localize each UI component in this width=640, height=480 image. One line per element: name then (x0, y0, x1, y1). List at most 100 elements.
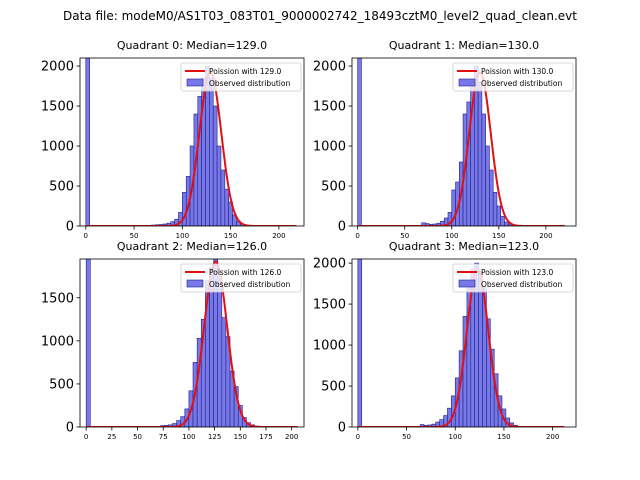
legend-box (452, 263, 574, 293)
histogram-bar (221, 317, 227, 427)
y-tick-label: 2000 (313, 60, 346, 75)
y-tick-label: 500 (321, 180, 346, 195)
quadrant-panel-2: Quadrant 2: Median=126.0 0 25 50 75 100 125 150… (41, 240, 305, 441)
x-tick-label: 150 (234, 433, 247, 441)
histogram-bar (85, 58, 90, 226)
x-tick-label: 200 (546, 433, 559, 441)
axes-frame (351, 57, 577, 227)
x-tick-label: 100 (445, 232, 458, 240)
y-tick-label: 1500 (41, 291, 74, 306)
y-tick-label: 1000 (313, 339, 346, 354)
x-tick-label: 0 (356, 433, 360, 441)
legend-label-curve: Poission with 126.0 (209, 268, 282, 277)
histogram-bar (492, 192, 498, 226)
legend-label-bars: Observed distribution (209, 280, 290, 289)
x-tick-label: 200 (272, 232, 285, 240)
y-tick-label: 0 (338, 421, 346, 436)
y-tick-label: 500 (321, 380, 346, 395)
plot-area (357, 58, 565, 226)
x-tick-label: 25 (107, 433, 116, 441)
legend-bar-swatch (458, 78, 476, 87)
y-tick-label: 1000 (41, 140, 74, 155)
legend-bar-swatch (458, 279, 476, 288)
x-tick-label: 200 (285, 433, 298, 441)
x-tick-label: 50 (133, 433, 142, 441)
y-tick-label: 2000 (41, 60, 74, 75)
quadrant-panel-1: Quadrant 1: Median=130.00 50 100 150 2000500… (313, 39, 577, 240)
y-tick-label: 1500 (41, 100, 74, 115)
y-tick-label: 2000 (313, 257, 346, 272)
legend-label-curve: Poission with 129.0 (209, 67, 282, 76)
y-tick-label: 500 (49, 377, 74, 392)
legend-label-bars: Observed distribution (209, 79, 290, 88)
x-tick-label: 50 (400, 232, 409, 240)
y-tick-label: 1000 (313, 140, 346, 155)
histogram-bar (357, 58, 362, 226)
histogram-bar (85, 259, 91, 427)
quadrant-panel-0: Quadrant 0: Median=129.00 50 100 150 2000500… (41, 39, 305, 240)
panel-title: Quadrant 3: Median=123.0 (389, 240, 539, 253)
x-tick-label: 50 (402, 433, 411, 441)
histogram-bar (481, 113, 486, 226)
legend-label-curve: Poission with 123.0 (481, 268, 554, 277)
x-tick-label: 150 (224, 232, 237, 240)
y-tick-label: 1500 (313, 100, 346, 115)
legend: Poission with 126.0 Observed distribution (180, 263, 302, 293)
plot-area (357, 259, 565, 427)
histogram-bar (212, 105, 218, 226)
histogram-bar (477, 81, 483, 226)
poisson-curve-line (85, 71, 297, 226)
histogram-bar (217, 275, 223, 427)
legend: Poission with 123.0 Observed distribution (452, 263, 574, 293)
legend-label-curve: Poission with 130.0 (481, 67, 554, 76)
histogram-bar (478, 270, 483, 427)
legend-box (180, 62, 302, 92)
legend-label-bars: Observed distribution (481, 280, 562, 289)
x-tick-label: 100 (182, 433, 195, 441)
histogram-bar (220, 169, 226, 226)
legend-bar-swatch (186, 78, 204, 87)
legend-bar-swatch (186, 279, 204, 288)
x-tick-label: 125 (208, 433, 221, 441)
x-tick-label: 100 (176, 232, 189, 240)
panel-title: Quadrant 0: Median=129.0 (117, 39, 267, 52)
y-tick-label: 0 (66, 421, 74, 436)
histogram-bar (357, 259, 363, 427)
x-tick-label: 0 (355, 232, 359, 240)
y-tick-label: 1500 (313, 298, 346, 313)
x-tick-label: 0 (84, 433, 88, 441)
legend-box (452, 62, 574, 92)
plot-area (85, 259, 298, 427)
panel-title: Quadrant 1: Median=130.0 (389, 39, 539, 52)
x-tick-label: 75 (159, 433, 168, 441)
axes-frame (79, 258, 305, 428)
axes-frame (351, 258, 577, 428)
poisson-curve-line (357, 71, 565, 226)
y-tick-label: 0 (338, 220, 346, 235)
y-tick-label: 0 (66, 220, 74, 235)
poisson-curve-line (357, 268, 565, 427)
histogram-bar (489, 169, 494, 226)
x-tick-label: 150 (492, 232, 505, 240)
x-tick-label: 0 (84, 232, 88, 240)
y-tick-label: 1000 (41, 334, 74, 349)
histogram-bar (224, 188, 229, 226)
legend-box (180, 263, 302, 293)
histogram-bar (496, 205, 502, 226)
panel-title: Quadrant 2: Median=126.0 (117, 240, 267, 253)
histogram-bar (504, 221, 509, 226)
histogram-bar (209, 77, 214, 226)
quadrant-panel-3: Quadrant 3: Median=123.00 50 100 150 2000500… (313, 240, 577, 441)
axes-frame (79, 57, 305, 227)
x-tick-label: 175 (259, 433, 272, 441)
x-tick-label: 100 (449, 433, 462, 441)
legend: Poission with 129.0 Observed distribution (180, 62, 302, 92)
legend: Poission with 130.0 Observed distribution (452, 62, 574, 92)
x-tick-label: 150 (497, 433, 510, 441)
figure-title: Data file: modeM0/AS1T03_083T01_90000027… (63, 9, 577, 23)
histogram-bar (500, 216, 505, 226)
legend-label-bars: Observed distribution (481, 79, 562, 88)
x-tick-label: 200 (539, 232, 552, 240)
y-tick-label: 500 (49, 180, 74, 195)
